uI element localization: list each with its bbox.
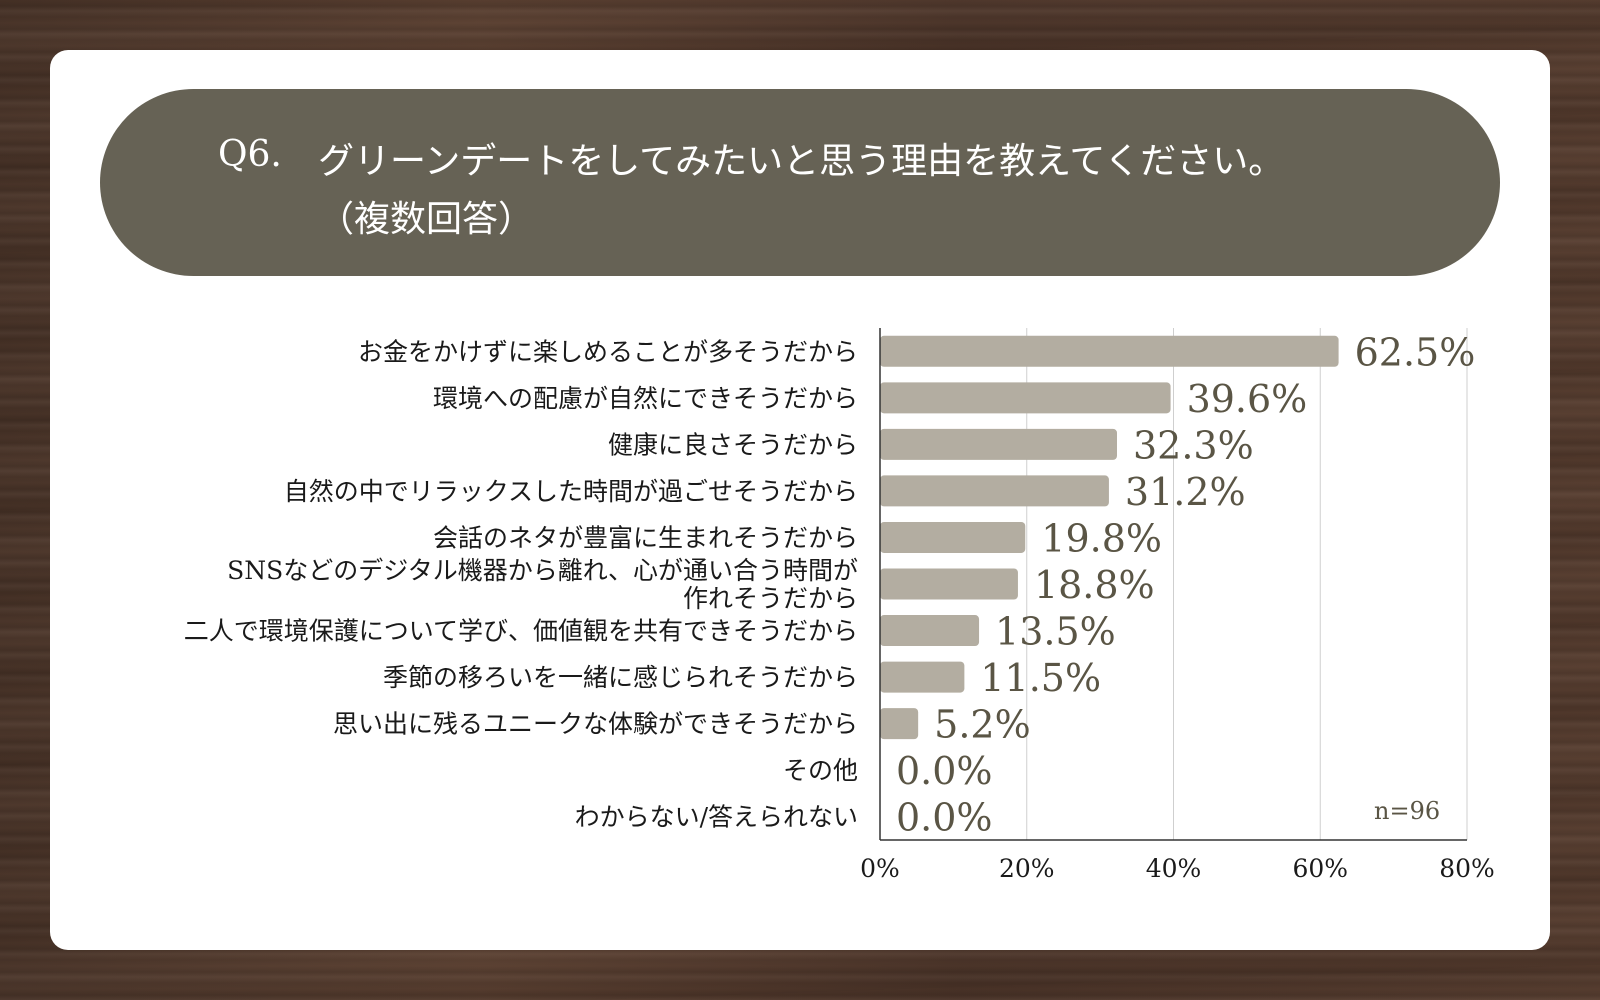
category-label-1: 環境への配慮が自然にできそうだから	[433, 384, 858, 413]
bar-3	[880, 475, 1109, 507]
category-label-2: 健康に良さそうだから	[608, 430, 858, 459]
category-label-7: 季節の移ろいを一緒に感じられそうだから	[383, 663, 858, 692]
category-label-0: お金をかけずに楽しめることが多そうだから	[358, 337, 858, 366]
x-tick-label-80: 80%	[1439, 854, 1495, 883]
x-tick-label-0: 0%	[860, 854, 900, 883]
category-label-10: わからない/答えられない	[575, 803, 858, 832]
x-tick-label-20: 20%	[999, 854, 1055, 883]
question-title: グリーンデートをしてみたいと思う理由を教えてください。 （複数回答）	[318, 141, 1285, 240]
value-label-0: 62.5%	[1355, 330, 1476, 374]
x-tick-label-60: 60%	[1292, 854, 1348, 883]
question-banner	[100, 89, 1500, 276]
category-label-5: SNSなどのデジタル機器から離れ、心が通い合う時間が作れそうだから	[227, 556, 858, 613]
bar-2	[880, 428, 1118, 460]
category-label-4: 会話のネタが豊富に生まれそうだから	[433, 523, 858, 552]
bar-1	[880, 382, 1171, 414]
value-label-1: 39.6%	[1187, 377, 1308, 421]
x-tick-label-40: 40%	[1146, 854, 1202, 883]
sample-size-label: n=96	[1374, 797, 1441, 825]
bar-8	[880, 708, 919, 740]
question-number: Q6.	[218, 134, 282, 175]
bar-4	[880, 521, 1026, 553]
value-label-10: 0.0%	[896, 796, 993, 840]
bar-5	[880, 568, 1018, 600]
category-label-9: その他	[783, 756, 858, 785]
category-label-8: 思い出に残るユニークな体験ができそうだから	[333, 710, 858, 739]
value-label-8: 5.2%	[934, 703, 1031, 747]
value-label-9: 0.0%	[896, 749, 993, 793]
value-label-4: 19.8%	[1041, 516, 1162, 560]
category-label-3: 自然の中でリラックスした時間が過ごせそうだから	[284, 477, 858, 506]
bar-7	[880, 661, 965, 693]
value-label-6: 13.5%	[995, 610, 1116, 654]
category-label-6: 二人で環境保護について学び、価値観を共有できそうだから	[184, 617, 858, 646]
bar-0	[880, 335, 1339, 367]
value-label-3: 31.2%	[1125, 470, 1246, 514]
value-label-2: 32.3%	[1133, 423, 1254, 467]
bar-6	[880, 615, 980, 647]
value-label-7: 11.5%	[980, 656, 1101, 700]
value-label-5: 18.8%	[1034, 563, 1155, 607]
